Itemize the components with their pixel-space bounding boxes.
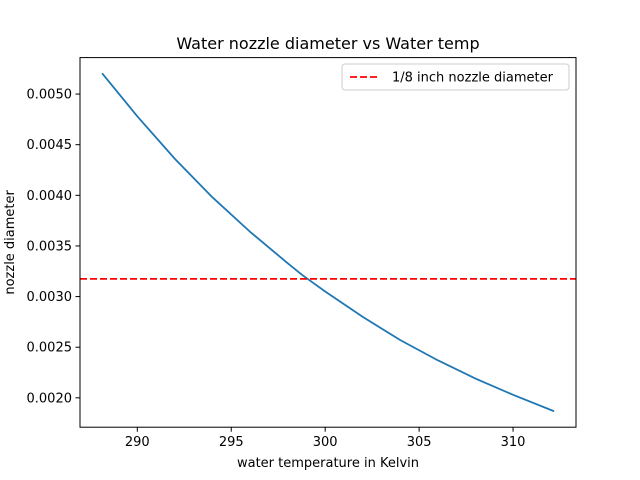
y-tick-label: 0.0035 bbox=[27, 239, 73, 254]
legend-box bbox=[341, 63, 570, 91]
y-tick-label: 0.0040 bbox=[27, 189, 73, 204]
legend: 1/8 inch nozzle diameter bbox=[341, 63, 570, 91]
x-tick-label: 295 bbox=[219, 435, 244, 450]
y-axis-ticks: 0.0020 0.0025 0.0030 0.0035 0.0040 0.0045 0.00… bbox=[27, 88, 80, 406]
y-tick-label: 0.0045 bbox=[27, 138, 73, 153]
chart-title: Water nozzle diameter vs Water temp bbox=[176, 34, 479, 53]
plot-area bbox=[79, 57, 577, 428]
x-axis-ticks: 290 295 300 305 310 bbox=[125, 427, 526, 450]
series-line bbox=[101, 72, 555, 412]
legend-entry: 1/8 inch nozzle diameter bbox=[392, 71, 554, 86]
x-axis-label: water temperature in Kelvin bbox=[237, 456, 419, 471]
y-tick-label: 0.0020 bbox=[27, 391, 73, 406]
y-tick-label: 0.0050 bbox=[27, 88, 73, 103]
x-tick-label: 310 bbox=[501, 435, 526, 450]
x-tick-label: 290 bbox=[125, 435, 150, 450]
axes-frame bbox=[79, 57, 577, 428]
x-tick-label: 300 bbox=[313, 435, 338, 450]
y-tick-label: 0.0030 bbox=[27, 290, 73, 305]
x-tick-label: 305 bbox=[407, 435, 432, 450]
y-axis-label: nozzle diameter bbox=[3, 189, 18, 294]
y-tick-label: 0.0025 bbox=[27, 341, 73, 356]
